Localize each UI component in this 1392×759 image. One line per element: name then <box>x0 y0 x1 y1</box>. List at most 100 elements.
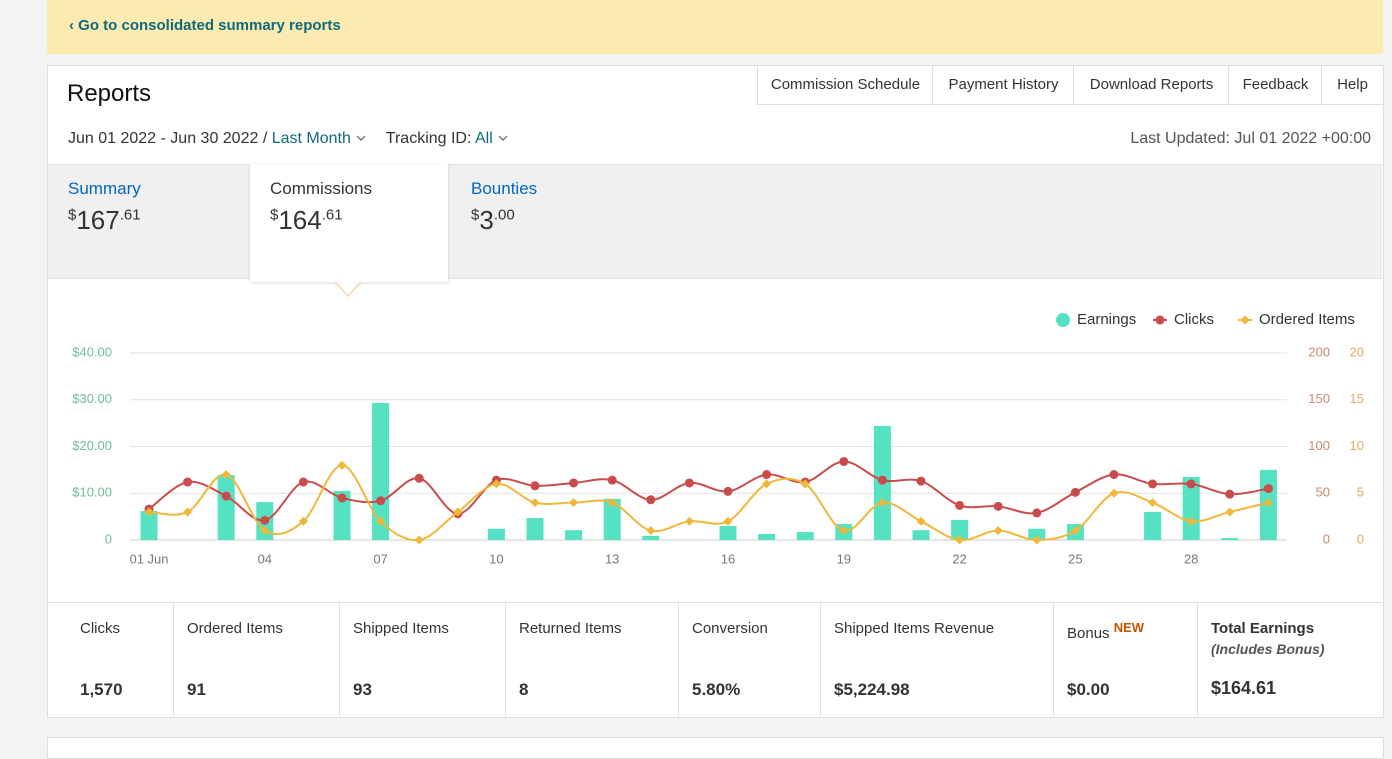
point <box>453 507 463 517</box>
legend-label: Ordered Items <box>1259 311 1355 328</box>
card-label: Commissions <box>270 179 373 198</box>
date-range: Jun 01 2022 - Jun 30 2022 / <box>68 130 268 147</box>
point <box>337 460 347 470</box>
point <box>1263 484 1273 494</box>
legend-swatch <box>1155 315 1165 325</box>
stat: Shipped Items 93 <box>339 603 506 716</box>
point <box>955 535 965 545</box>
stat: Bonus NEW $0.00 <box>1053 603 1198 716</box>
y3-tick-label: 5 <box>1357 485 1364 500</box>
bar <box>912 530 930 540</box>
stat-label: Shipped Items <box>353 620 449 637</box>
x-tick-label: 04 <box>258 551 272 566</box>
point <box>877 498 887 508</box>
point <box>1263 498 1273 508</box>
tracking-label: Tracking ID: <box>385 130 472 147</box>
cents: .61 <box>321 206 343 224</box>
line <box>148 464 1269 542</box>
bar <box>796 532 814 540</box>
point <box>646 526 656 536</box>
point <box>1186 516 1196 526</box>
period: Last Month <box>271 130 351 147</box>
chart: 0 $10.00 $20.00 $30.00 $40.00 0 50 100 150 200 0 5 1… <box>72 311 1364 566</box>
bar <box>951 519 969 540</box>
x-tick-label: 07 <box>373 551 387 566</box>
point <box>646 495 656 505</box>
y-tick-label: 0 <box>105 531 112 546</box>
x-tick-label: 28 <box>1184 551 1198 566</box>
x-tick-label: 22 <box>952 551 966 566</box>
bar <box>1182 476 1200 540</box>
bar <box>487 528 505 540</box>
label-text: Bonus <box>1067 625 1110 642</box>
cents: .61 <box>119 206 141 224</box>
stat: Returned Items 8 <box>505 603 679 716</box>
stat-label: Returned Items <box>519 620 622 637</box>
stat-value: $0.00 <box>1067 680 1110 699</box>
new-badge: NEW <box>1113 620 1145 635</box>
whole: 3 <box>479 205 494 235</box>
tab[interactable]: Download Reports <box>1073 66 1229 105</box>
bar <box>140 511 158 540</box>
x-tick-label: 25 <box>1068 551 1082 566</box>
title: Reports <box>67 80 152 107</box>
stat: Conversion 5.80% <box>678 603 821 716</box>
point <box>260 515 270 525</box>
next-card <box>47 737 1384 759</box>
bar <box>1221 538 1239 540</box>
x-tick-label: 10 <box>489 551 503 566</box>
point <box>993 501 1003 511</box>
point <box>298 477 308 487</box>
point <box>530 481 540 491</box>
tab[interactable]: Commission Schedule <box>757 66 933 105</box>
y2-tick-label: 100 <box>1308 438 1330 453</box>
stat-note: (Includes Bonus) <box>1211 641 1325 657</box>
point <box>723 486 733 496</box>
stat-value: $5,224.98 <box>834 680 910 699</box>
currency: $ <box>471 206 480 224</box>
currency: $ <box>270 206 279 224</box>
tab[interactable]: Feedback <box>1228 66 1322 105</box>
chevron <box>356 135 366 141</box>
tab[interactable]: Help <box>1321 66 1383 105</box>
x-tick-label: 01 Jun <box>129 551 168 566</box>
chevron <box>498 135 508 141</box>
point <box>183 477 193 487</box>
point <box>1186 479 1196 489</box>
summary-link[interactable]: ‹ Go to consolidated summary reports <box>69 17 341 34</box>
point <box>221 491 231 501</box>
point <box>144 507 154 517</box>
stat-value: 8 <box>519 680 529 699</box>
tab[interactable]: Payment History <box>932 66 1074 105</box>
tracking-value: All <box>475 130 493 147</box>
stat-value: 93 <box>353 680 372 699</box>
point <box>414 473 424 483</box>
point <box>1148 498 1158 508</box>
summary-card[interactable]: Bounties $3.00 <box>471 179 537 236</box>
y2-tick-label: 50 <box>1316 485 1330 500</box>
selected-card <box>250 164 448 282</box>
point <box>723 516 733 526</box>
y2-tick-label: 150 <box>1308 391 1330 406</box>
point <box>839 526 849 536</box>
point <box>569 498 579 508</box>
card-amount: $3.00 <box>471 205 537 236</box>
summary-card[interactable]: Commissions $164.61 <box>270 179 372 236</box>
label-text: Total Earnings <box>1211 620 1315 637</box>
stat: Ordered Items 91 <box>173 603 340 716</box>
point <box>877 475 887 485</box>
bar <box>642 535 660 540</box>
stat: Clicks 1,570 <box>67 603 173 716</box>
whole: 164 <box>278 205 322 235</box>
bar <box>758 533 776 540</box>
bar <box>1028 528 1046 540</box>
point <box>993 526 1003 536</box>
summary-card[interactable]: Summary $167.61 <box>68 179 141 236</box>
point <box>1109 488 1119 498</box>
date-filter[interactable]: Jun 01 2022 - Jun 30 2022 / Last Month T… <box>68 130 509 148</box>
x-tick-label: 13 <box>605 551 619 566</box>
point <box>1032 535 1042 545</box>
point <box>530 498 540 508</box>
legend-swatch <box>1056 313 1070 327</box>
